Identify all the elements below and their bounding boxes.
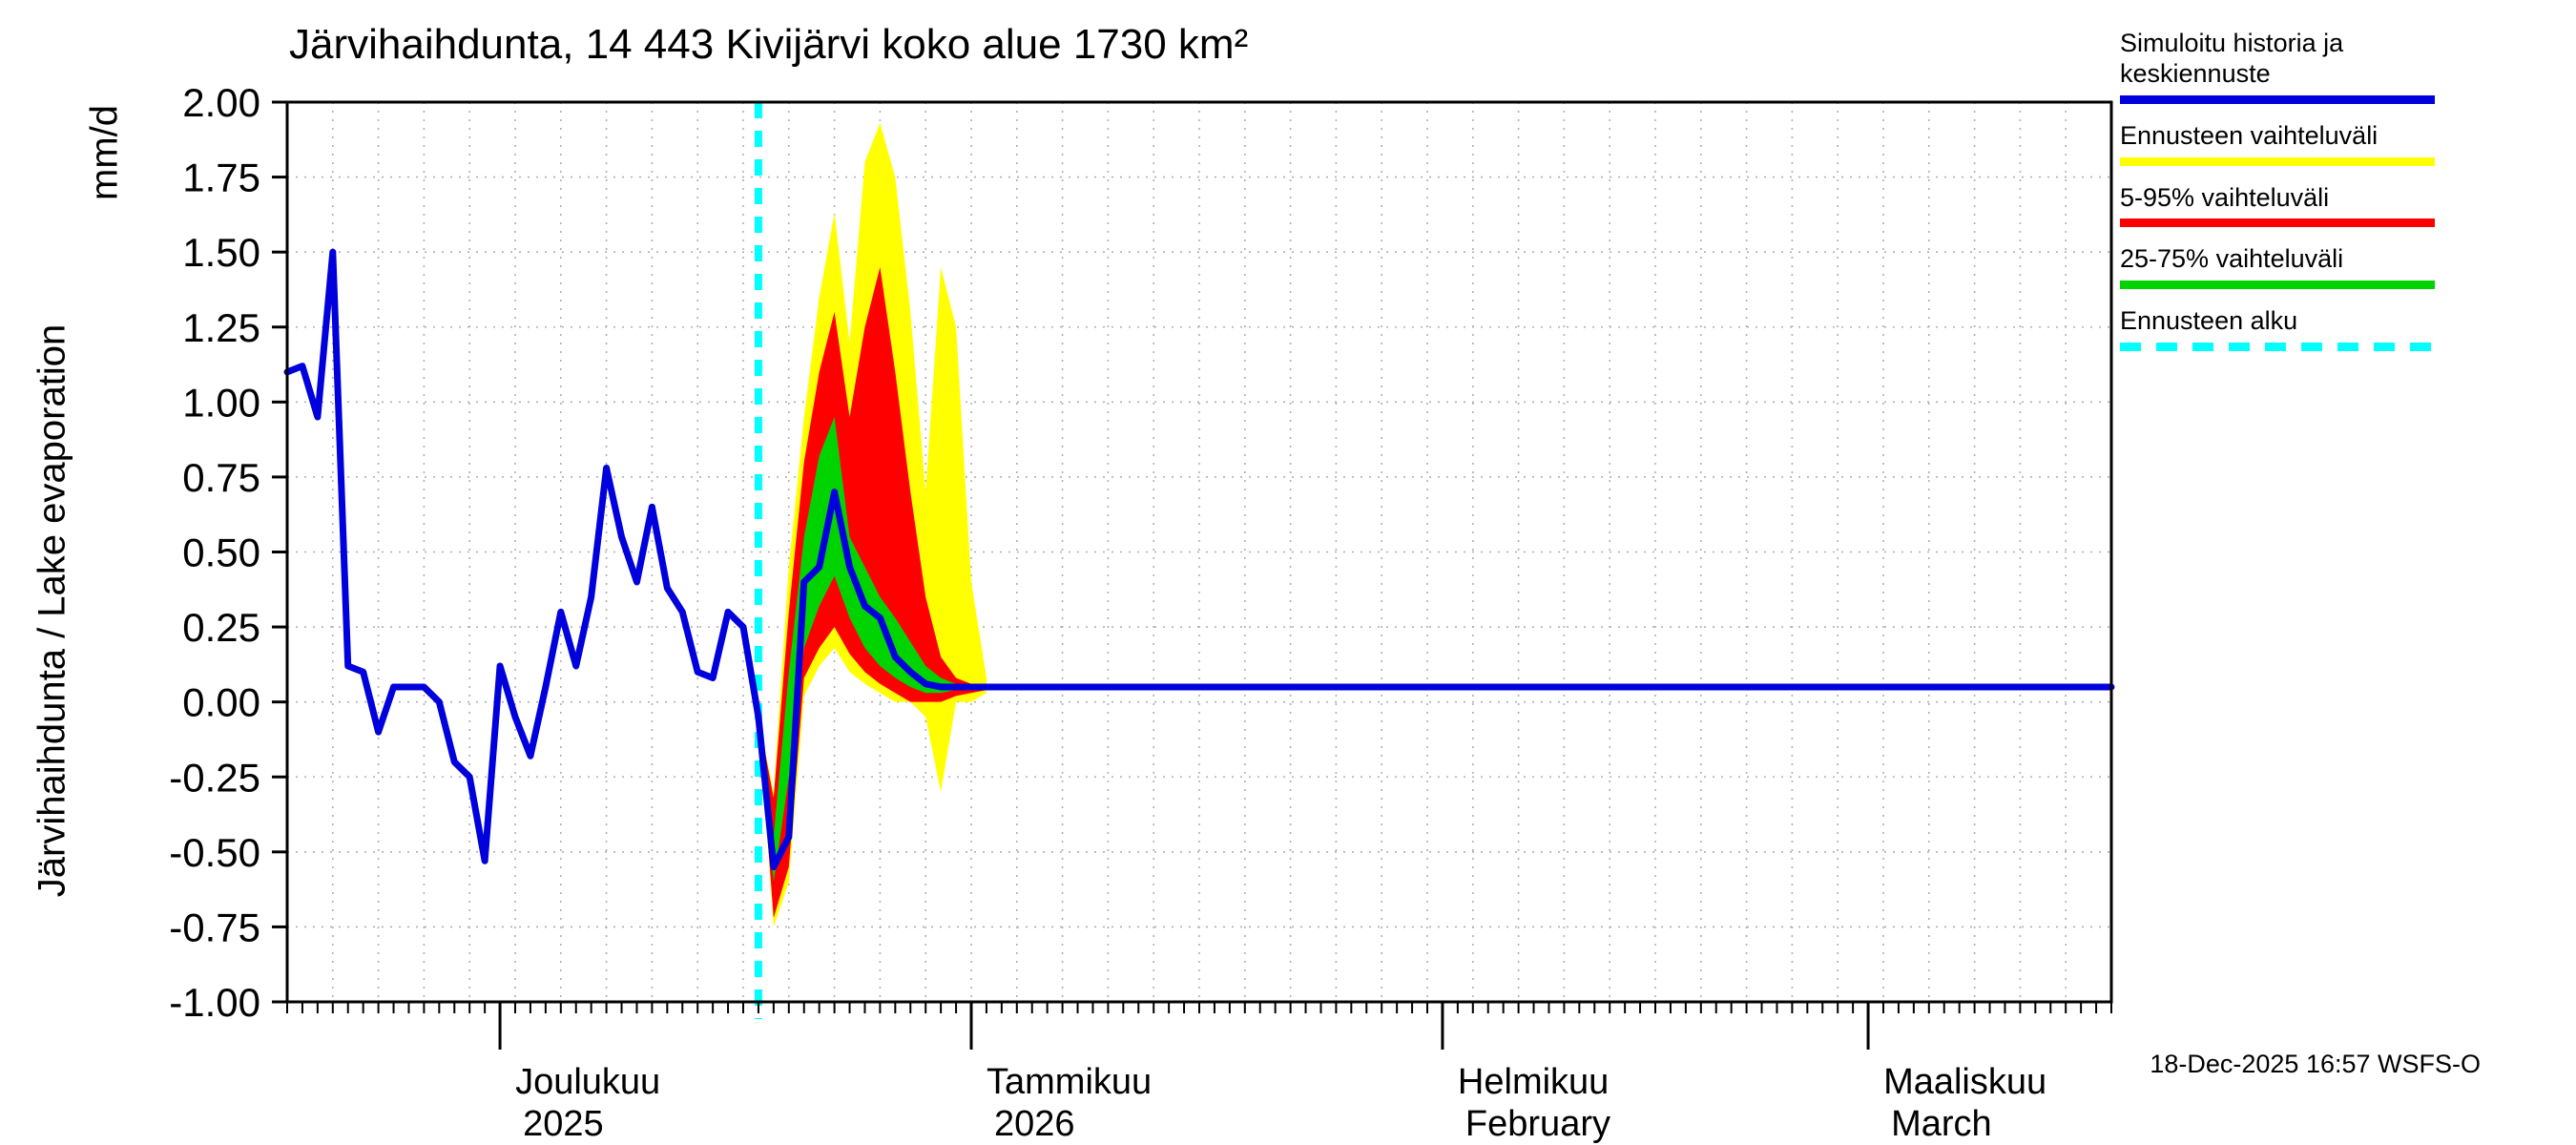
legend-label: Ennusteen vaihteluväli xyxy=(2120,120,2379,150)
month-label: Helmikuu xyxy=(1458,1062,1609,1102)
y-axis-ticks: 2.00 1.75 1.50 1.25 1.00 0.75 0.50 0.25 0.00 -0.2… xyxy=(169,80,287,1025)
legend-label: Ennusteen alku xyxy=(2120,306,2298,336)
y-tick-label: -0.25 xyxy=(169,755,260,800)
chart-title: Järvihaihdunta, 14 443 Kivijärvi koko al… xyxy=(289,21,1249,68)
y-tick-label: -1.00 xyxy=(169,980,260,1025)
legend-label: 5-95% vaihteluväli xyxy=(2120,182,2330,212)
y-tick-label: 0.00 xyxy=(182,680,260,725)
legend-entry-5-95: 5-95% vaihteluväli xyxy=(2120,183,2454,228)
month-label: Tammikuu xyxy=(987,1062,1152,1102)
timestamp: 18-Dec-2025 16:57 WSFS-O xyxy=(2150,1050,2481,1078)
month-label: Joulukuu xyxy=(515,1062,660,1102)
legend-line-sample-green xyxy=(2120,281,2435,290)
band-25-75 xyxy=(758,417,987,883)
month-sublabel: February xyxy=(1465,1104,1610,1144)
legend-entry-forecast-start: Ennusteen alku xyxy=(2120,306,2454,352)
legend-line-sample-yellow xyxy=(2120,156,2435,166)
y-tick-label: -0.50 xyxy=(169,830,260,875)
y-tick-label: 1.00 xyxy=(182,380,260,425)
month-sublabel: 2026 xyxy=(994,1104,1075,1144)
legend-line-sample-red xyxy=(2120,219,2435,228)
legend-line-sample-blue xyxy=(2120,94,2435,104)
y-tick-label: 0.75 xyxy=(182,455,260,500)
y-tick-label: 2.00 xyxy=(182,80,260,125)
mean-line xyxy=(283,248,2115,871)
month-sublabel: March xyxy=(1891,1104,1992,1144)
y-tick-label: -0.75 xyxy=(169,905,260,949)
y-tick-label: 1.75 xyxy=(182,156,260,200)
legend: Simuloitu historia ja keskiennuste Ennus… xyxy=(2120,29,2454,368)
grid-layer xyxy=(287,102,2111,1002)
month-label: Maaliskuu xyxy=(1883,1062,2046,1102)
legend-entry-mean: Simuloitu historia ja keskiennuste xyxy=(2120,29,2454,104)
y-tick-label: 0.50 xyxy=(182,531,260,575)
legend-entry-25-75: 25-75% vaihteluväli xyxy=(2120,244,2454,290)
y-tick-label: 1.50 xyxy=(182,230,260,275)
month-sublabel: 2025 xyxy=(523,1104,604,1144)
y-tick-label: 0.25 xyxy=(182,605,260,650)
legend-label: Simuloitu historia ja keskiennuste xyxy=(2120,29,2344,88)
legend-line-sample-cyan-dashed xyxy=(2120,343,2435,352)
legend-entry-range: Ennusteen vaihteluväli xyxy=(2120,121,2454,166)
legend-label: 25-75% vaihteluväli xyxy=(2120,244,2344,274)
y-tick-label: 1.25 xyxy=(182,305,260,350)
